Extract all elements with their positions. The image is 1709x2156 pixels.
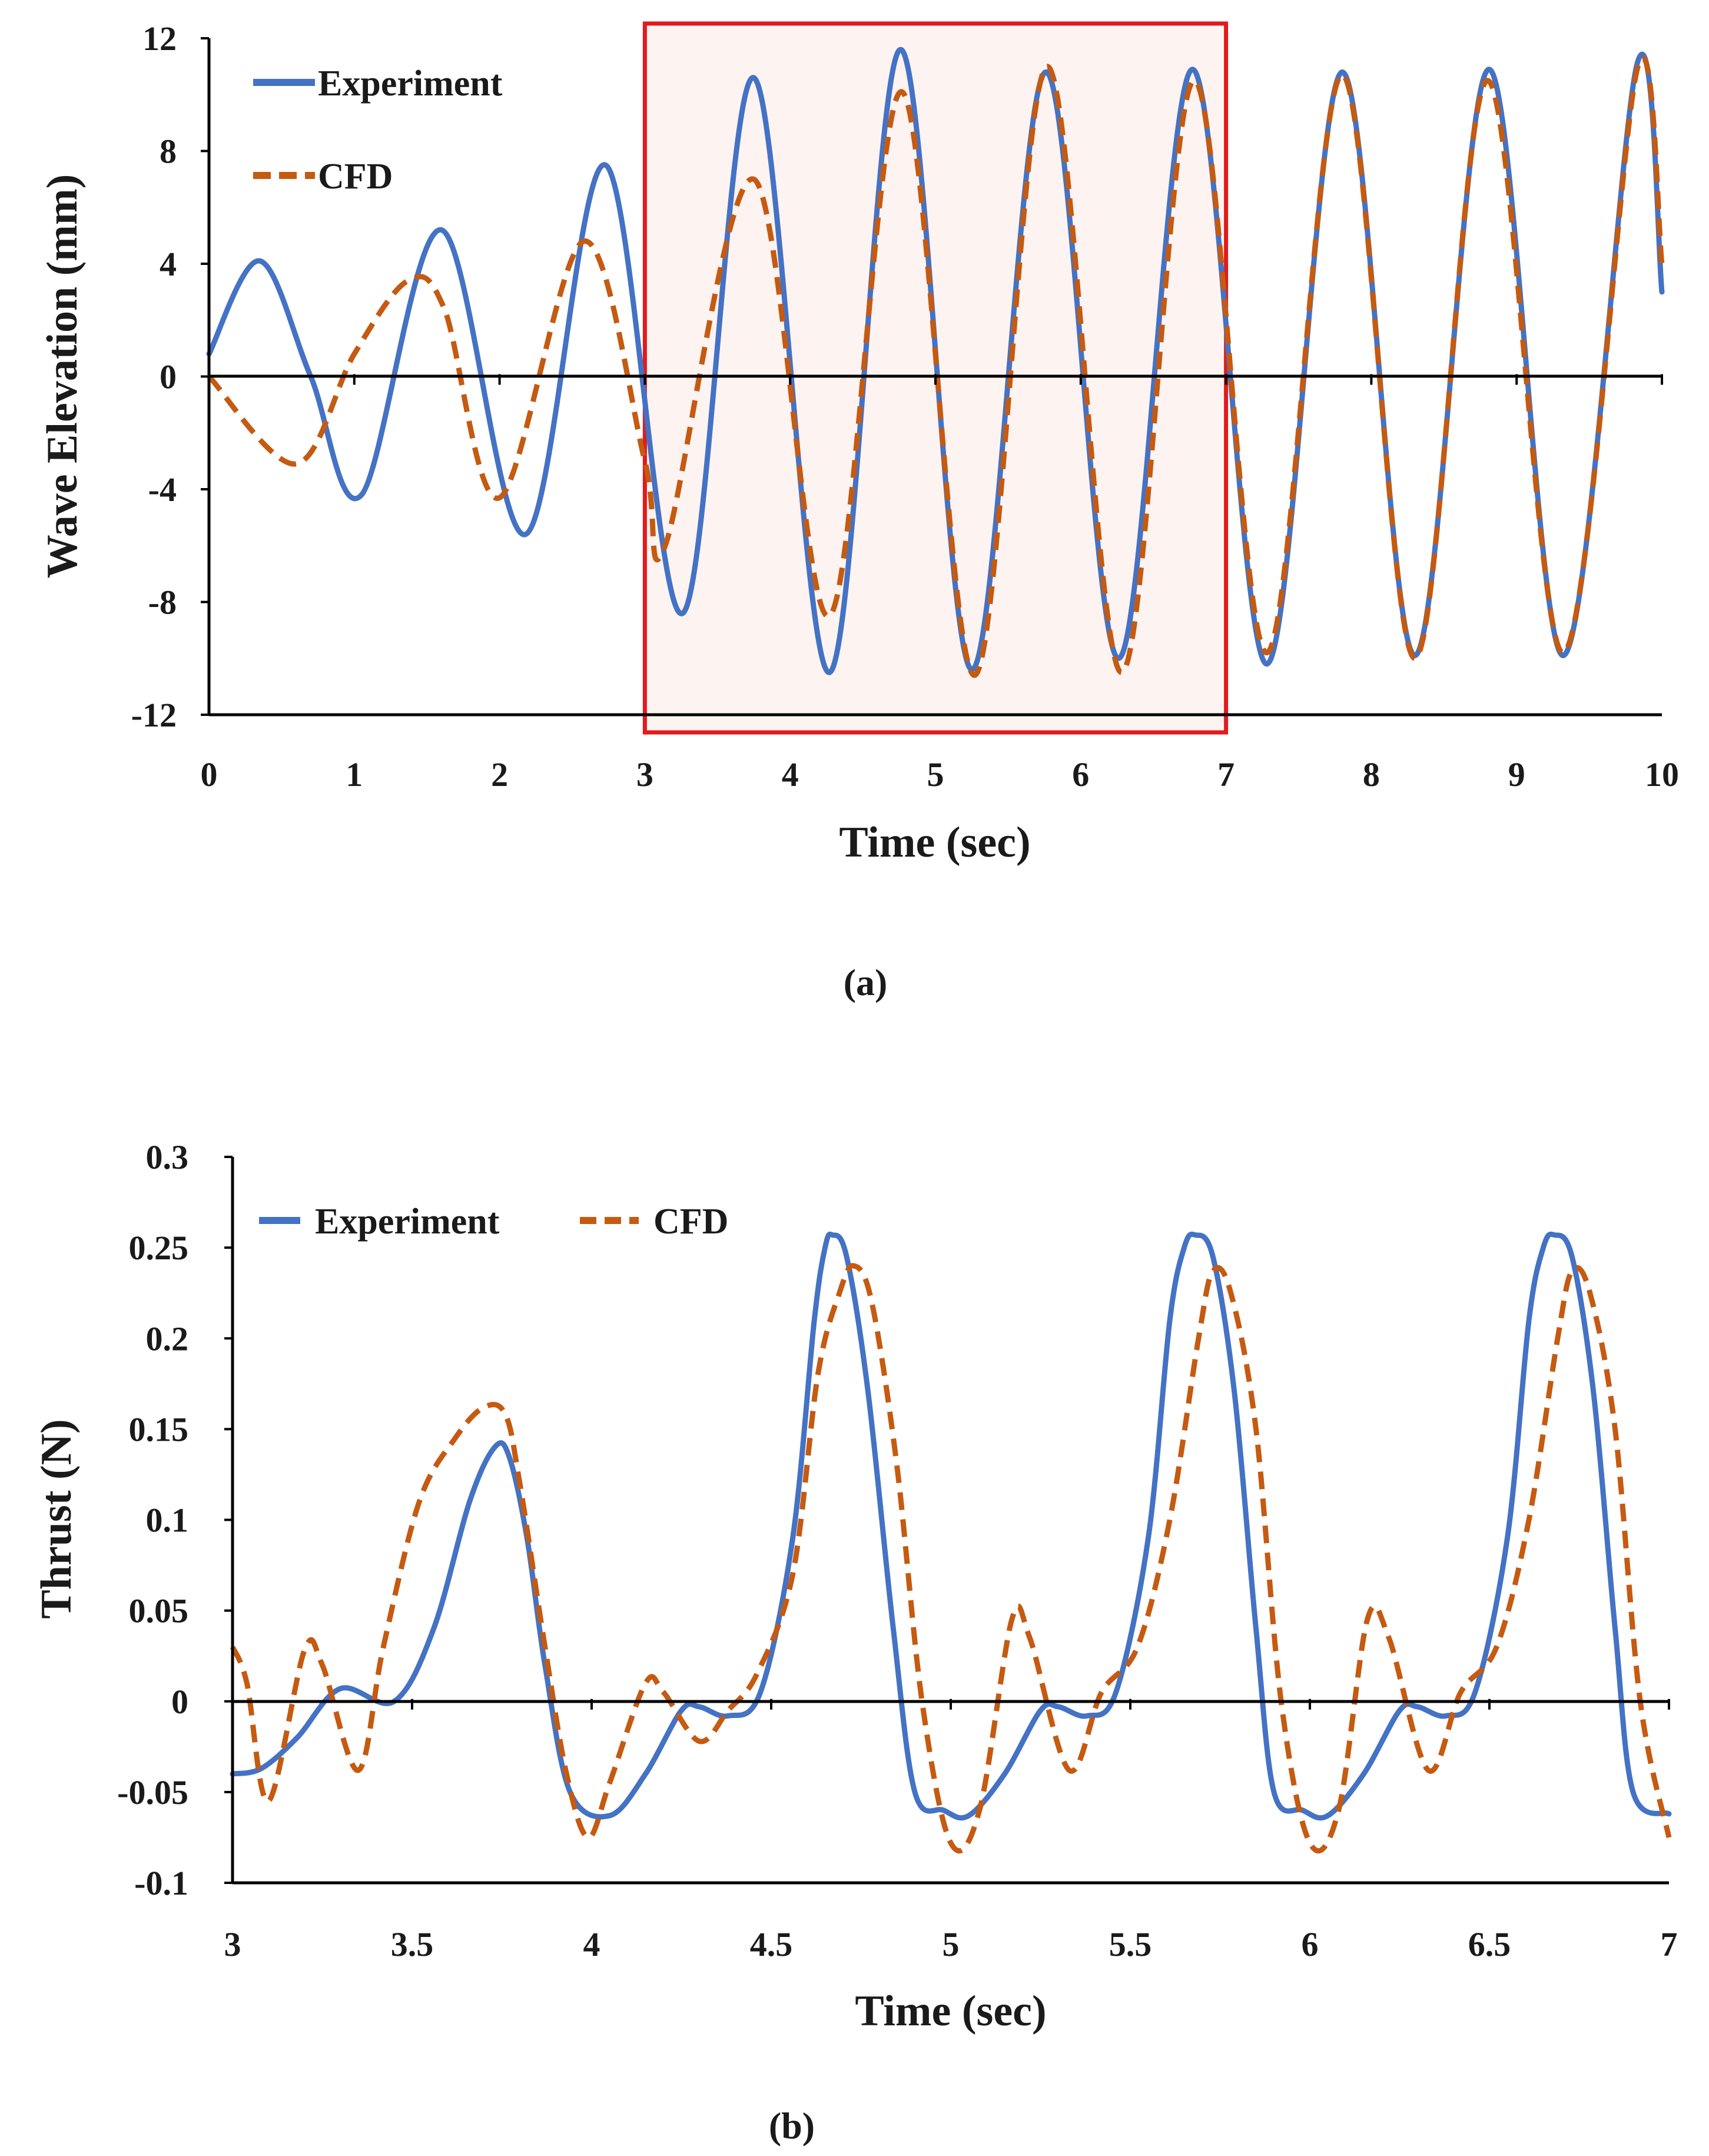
legend: Experiment CFD [259, 1202, 728, 1242]
x-tick-label: 8 [1363, 755, 1380, 794]
thrust-series-group [230, 1231, 1672, 1854]
series-line-cfd [230, 1263, 1672, 1854]
x-tick-label: 2 [491, 755, 508, 794]
thrust-axes [231, 1157, 1669, 1885]
y-tick-label: 0.25 [129, 1229, 189, 1267]
y-tick-label: -8 [148, 583, 177, 622]
x-tick-label: 9 [1508, 755, 1525, 794]
x-tick-label: 0 [201, 755, 218, 794]
x-tick-label: 6.5 [1468, 1925, 1511, 1963]
y-tick-label: 0 [160, 358, 177, 396]
y-tick-label: 0.3 [146, 1138, 189, 1176]
x-tick-label: 6 [1072, 755, 1089, 794]
series-line-cfd [207, 55, 1665, 678]
y-axis-title: Thrust (N) [32, 1419, 81, 1618]
x-tick-label: 10 [1645, 755, 1679, 794]
legend-cfd-label: CFD [653, 1202, 728, 1242]
y-tick-label: -12 [131, 696, 177, 734]
y-tick-label: 0.05 [129, 1592, 189, 1630]
legend-experiment-label: Experiment [315, 1202, 500, 1242]
y-tick-label: 12 [142, 19, 177, 58]
panel-label-b: (b) [769, 2105, 815, 2147]
x-tick-label: 3 [224, 1925, 241, 1963]
legend-cfd-label: CFD [318, 157, 393, 197]
x-tick-label: 5.5 [1109, 1925, 1152, 1963]
thrust-chart: 3 3.5 4 4.5 5 5.5 6 6.5 7 -0.1 -0.05 0 0.05 0.1 0.15 0.… [32, 1138, 1678, 2147]
y-tick-label: -0.1 [134, 1864, 188, 1902]
x-tick-label: 4.5 [750, 1925, 793, 1963]
series-line-experiment [230, 1231, 1672, 1821]
y-tick-label: 4 [160, 245, 177, 283]
y-tick-label: -0.05 [117, 1773, 188, 1812]
y-tick-label: -4 [148, 470, 177, 509]
y-axis-title: Wave Elevation (mm) [38, 174, 87, 578]
y-tick-label: 0.1 [146, 1501, 189, 1540]
x-tick-label: 1 [346, 755, 363, 794]
x-tick-label: 7 [1217, 755, 1235, 794]
x-axis-title: Time (sec) [855, 1987, 1046, 2035]
x-tick-label: 5 [927, 755, 944, 794]
panel-label-a: (a) [844, 961, 888, 1003]
legend: Experiment CFD [253, 64, 503, 197]
wave-series-group [206, 47, 1665, 678]
y-tick-label: 0 [171, 1683, 188, 1721]
thrust-ticks: 3 3.5 4 4.5 5 5.5 6 6.5 7 -0.1 -0.05 0 0.05 0.1 0.15 0.… [117, 1138, 1677, 1963]
y-tick-label: 0.2 [146, 1319, 189, 1358]
x-tick-label: 5 [943, 1925, 960, 1963]
x-tick-label: 3.5 [391, 1925, 434, 1963]
legend-experiment-label: Experiment [318, 64, 503, 104]
y-tick-label: 0.15 [129, 1410, 189, 1448]
x-axis-title: Time (sec) [839, 818, 1030, 867]
x-tick-label: 4 [782, 755, 799, 794]
x-tick-label: 4 [583, 1925, 600, 1963]
x-tick-label: 6 [1302, 1925, 1319, 1963]
x-tick-label: 3 [636, 755, 653, 794]
y-tick-label: 8 [160, 132, 177, 171]
x-tick-label: 7 [1661, 1925, 1678, 1963]
